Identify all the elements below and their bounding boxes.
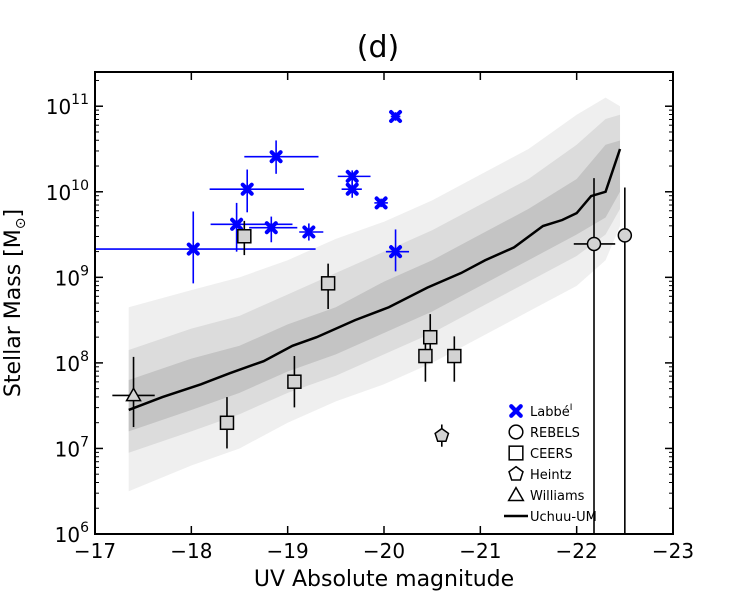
y-tick-label-3: 108 bbox=[55, 349, 89, 376]
labb--point-11-marker-stroke-2 bbox=[389, 245, 403, 259]
x-tick-label-4: −20 bbox=[363, 539, 405, 563]
labb--point-2-marker bbox=[230, 217, 244, 231]
legend-labb--swatch-stroke-2 bbox=[509, 404, 523, 418]
labb--point-5-marker-stroke-2 bbox=[269, 150, 283, 164]
labb--point-8-marker bbox=[345, 182, 359, 196]
ceers-point-1-marker bbox=[219, 415, 235, 431]
labb--point-6-marker-stroke-2 bbox=[302, 225, 316, 239]
legend-labb--label-text: Labbé bbox=[530, 405, 570, 420]
data-markers bbox=[125, 109, 633, 443]
y-tick-base-1: 10 bbox=[55, 523, 80, 547]
legend-williams-label: Williams bbox=[530, 489, 585, 504]
heintz-point-1-marker bbox=[434, 427, 450, 443]
labb--point-4-marker-stroke-2 bbox=[264, 221, 278, 235]
labb--point-3-marker bbox=[240, 182, 254, 196]
labb--point-11-marker bbox=[389, 245, 403, 259]
x-tick-label-6: −22 bbox=[556, 539, 598, 563]
labb--point-7-marker bbox=[345, 169, 359, 183]
ceers-point-3-marker bbox=[287, 374, 302, 389]
uchuu-um-line-group bbox=[128, 148, 622, 412]
labb--point-3-marker-stroke-2 bbox=[240, 182, 254, 196]
legend-ceers-label: CEERS bbox=[530, 447, 573, 462]
legend-rebels-swatch bbox=[508, 424, 524, 440]
labb--point-9-marker-stroke-2 bbox=[374, 196, 388, 210]
labb--point-7-marker-stroke-2 bbox=[345, 169, 359, 183]
x-tick-label-2: −18 bbox=[170, 539, 212, 563]
legend-uchuu-um-label-text: Uchuu-UM bbox=[530, 510, 597, 525]
y-tick-label-5: 1010 bbox=[46, 178, 89, 205]
labb--point-9-marker bbox=[374, 196, 388, 210]
labb--point-5-marker bbox=[269, 150, 283, 164]
legend-uchuu-um-label: Uchuu-UM bbox=[530, 510, 597, 525]
uchuu-um-median-line bbox=[128, 148, 622, 412]
y-tick-exp-4: 9 bbox=[80, 263, 89, 279]
y-tick-label-1: 106 bbox=[55, 520, 89, 547]
legend-rebels-label: REBELS bbox=[530, 426, 580, 441]
labb--point-1-marker bbox=[186, 242, 200, 256]
legend-williams-label-text: Williams bbox=[530, 489, 585, 504]
legend-ceers-label-text: CEERS bbox=[530, 447, 573, 462]
y-tick-exp-6: 11 bbox=[71, 92, 89, 108]
labb--point-4-marker bbox=[264, 221, 278, 235]
labb--point-8-marker-stroke-2 bbox=[345, 182, 359, 196]
y-tick-exp-3: 8 bbox=[80, 349, 89, 365]
y-axis-label-close: ] bbox=[1, 209, 26, 218]
labb--point-10-marker bbox=[389, 109, 403, 123]
y-axis-label-sun: ⊙ bbox=[13, 218, 29, 230]
x-tick-label-5: −21 bbox=[459, 539, 501, 563]
y-tick-label-4: 109 bbox=[55, 263, 89, 290]
legend-labb--swatch bbox=[509, 404, 523, 418]
legend-heintz-label: Heintz bbox=[530, 468, 572, 483]
y-tick-exp-2: 7 bbox=[80, 434, 89, 450]
y-tick-label-6: 1011 bbox=[46, 92, 89, 119]
labb--point-1-marker-stroke-2 bbox=[186, 242, 200, 256]
chart-title: (d) bbox=[357, 30, 399, 65]
uchuu-um-bands bbox=[128, 97, 621, 492]
y-tick-base-3: 10 bbox=[55, 352, 80, 376]
rebels-point-2-marker bbox=[617, 228, 633, 243]
y-axis-label-main: Stellar Mass [M bbox=[1, 229, 26, 397]
legend-rebels-label-text: REBELS bbox=[530, 426, 580, 441]
legend-labb--label-sup: I bbox=[570, 403, 573, 413]
y-tick-base-2: 10 bbox=[55, 437, 80, 461]
y-axis-label: Stellar Mass [M⊙] bbox=[1, 209, 29, 397]
labb--point-6-marker bbox=[302, 225, 316, 239]
uchuu-um-band-inner bbox=[128, 140, 621, 432]
ceers-point-7-marker bbox=[447, 348, 462, 364]
x-tick-label-3: −19 bbox=[267, 539, 309, 563]
x-axis-ticks: −17 −18 −19 −20 −21 −22 −23 bbox=[74, 72, 694, 563]
y-tick-base-5: 10 bbox=[46, 181, 71, 205]
ceers-point-5-marker bbox=[418, 348, 433, 364]
williams-point-1-marker bbox=[125, 386, 142, 402]
legend-ceers-swatch bbox=[508, 445, 524, 461]
legend-heintz-label-text: Heintz bbox=[530, 468, 572, 483]
labb--point-10-marker-stroke-2 bbox=[389, 109, 403, 123]
ceers-point-2-marker bbox=[237, 229, 252, 244]
x-tick-label-1: −17 bbox=[74, 539, 116, 563]
legend: LabbéI REBELS CEERS Heintz Williams Uchuu-UM bbox=[504, 403, 597, 525]
ceers-point-4-marker bbox=[320, 276, 336, 291]
ceers-point-6-marker bbox=[422, 329, 438, 345]
y-tick-base-6: 10 bbox=[46, 95, 71, 119]
legend-labb--label: LabbéI bbox=[530, 403, 572, 420]
y-tick-label-2: 107 bbox=[55, 434, 89, 461]
legend-williams-swatch bbox=[507, 486, 525, 502]
x-tick-label-7: −23 bbox=[652, 539, 694, 563]
rebels-point-1-marker bbox=[586, 236, 602, 252]
x-axis-label: UV Absolute magnitude bbox=[254, 567, 514, 592]
labb--point-2-marker-stroke-2 bbox=[230, 217, 244, 231]
y-tick-exp-1: 6 bbox=[80, 520, 89, 536]
legend-heintz-swatch bbox=[508, 465, 524, 481]
y-tick-exp-5: 10 bbox=[71, 178, 89, 194]
y-tick-base-4: 10 bbox=[55, 266, 80, 290]
